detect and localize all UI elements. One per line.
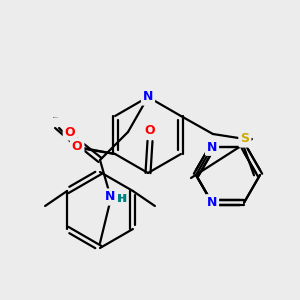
Text: O: O — [65, 125, 75, 139]
Text: N: N — [207, 196, 217, 209]
Text: N: N — [207, 196, 217, 209]
Text: S: S — [240, 133, 249, 146]
Text: N: N — [105, 190, 115, 203]
Text: methoxy: methoxy — [53, 117, 59, 118]
Text: N: N — [207, 141, 217, 154]
Text: S: S — [240, 133, 249, 146]
Text: O: O — [72, 140, 83, 152]
Text: methoxy: methoxy — [59, 123, 65, 124]
Text: N: N — [207, 141, 217, 154]
Text: O: O — [145, 124, 155, 137]
Text: H: H — [118, 194, 127, 204]
Text: O: O — [65, 125, 75, 139]
Text: O: O — [145, 124, 155, 137]
Text: H: H — [117, 194, 127, 204]
Text: N: N — [105, 190, 115, 203]
Text: O: O — [72, 140, 83, 152]
Text: O: O — [72, 141, 82, 151]
Text: N: N — [143, 91, 153, 103]
Text: N: N — [143, 91, 153, 103]
